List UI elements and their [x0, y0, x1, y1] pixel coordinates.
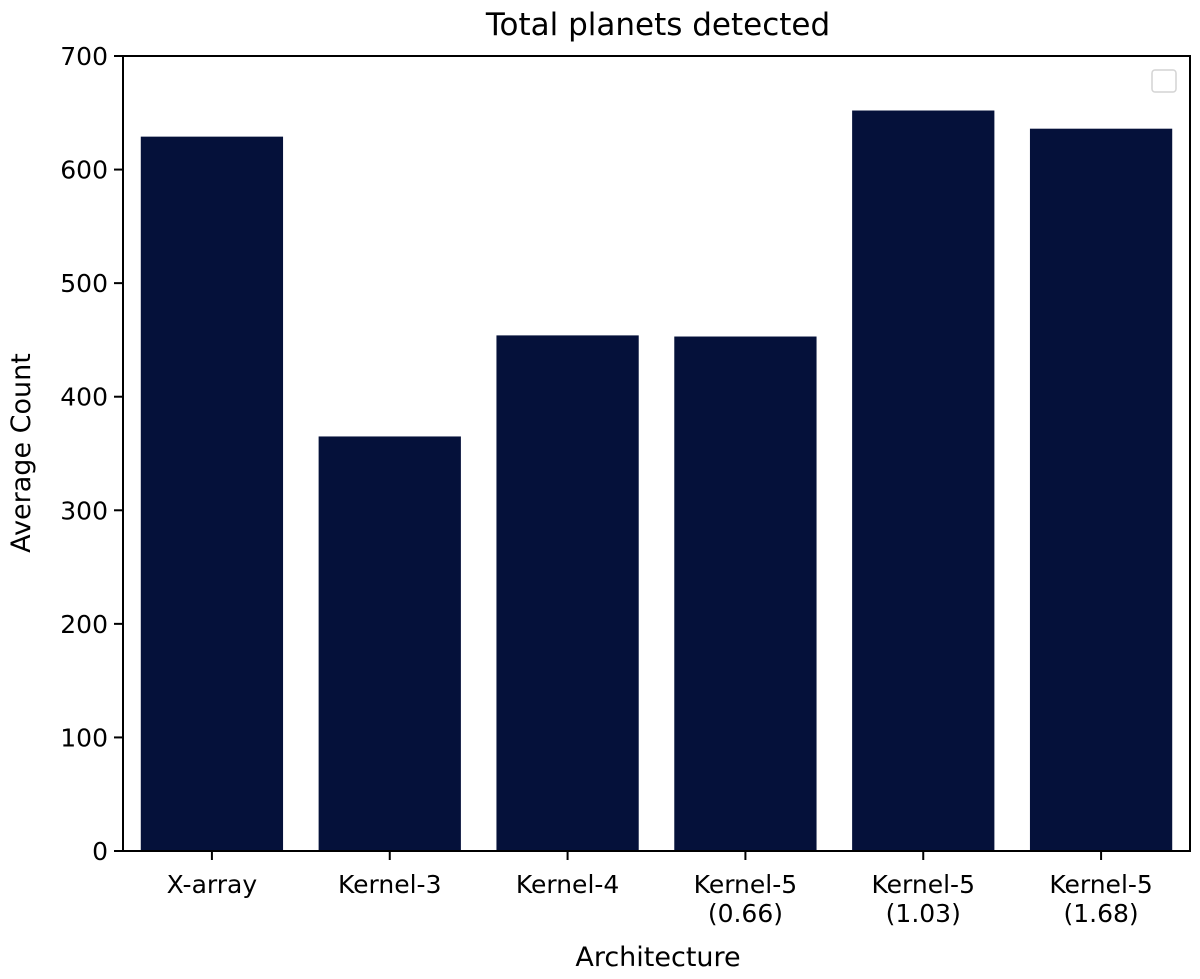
plot-frame	[122, 55, 1191, 852]
bar-5	[1029, 128, 1173, 851]
x-tick-label: (0.66)	[708, 899, 783, 928]
x-tick-label: (1.03)	[886, 899, 961, 928]
x-tick-label: X-array	[167, 870, 258, 899]
chart-title: Total planets detected	[485, 7, 830, 43]
y-tick-label: 0	[92, 837, 108, 866]
y-tick-label: 500	[60, 269, 108, 298]
legend-box	[1151, 69, 1177, 93]
bars-group	[140, 110, 1173, 851]
bar-2	[496, 335, 639, 851]
y-tick-label: 700	[60, 42, 108, 71]
y-tick-label: 400	[60, 383, 108, 412]
x-tick-label: Kernel-5	[1049, 870, 1152, 899]
bar-4	[852, 110, 995, 851]
x-tick-label: Kernel-5	[872, 870, 975, 899]
y-tick-label: 200	[60, 610, 108, 639]
bar-1	[318, 436, 461, 851]
y-axis-label: Average Count	[6, 353, 37, 553]
y-axis-ticks: 0 100 200 300 400 500 600 700	[60, 42, 123, 866]
x-tick-label: Kernel-4	[516, 870, 619, 899]
x-tick-label: Kernel-5	[694, 870, 797, 899]
x-tick-label: Kernel-3	[338, 870, 441, 899]
x-axis-label: Architecture	[575, 942, 740, 973]
x-tick-label: (1.68)	[1063, 899, 1138, 928]
x-axis-ticks: X-array Kernel-3 Kernel-4 Kernel-5(0.66)Ker…	[167, 851, 1153, 928]
bar-3	[674, 336, 817, 851]
y-tick-label: 600	[60, 156, 108, 185]
y-tick-label: 100	[60, 723, 108, 752]
bar-0	[140, 136, 284, 851]
y-tick-label: 300	[60, 496, 108, 525]
